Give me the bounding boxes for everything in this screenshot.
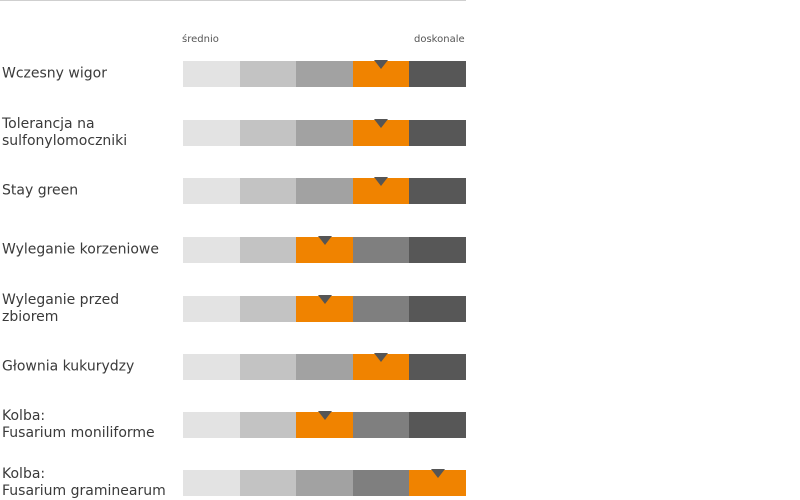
trait-row: Kolba: Fusarium graminearum <box>0 466 466 499</box>
rating-segment <box>296 354 353 380</box>
trait-label: Kolba: Fusarium moniliforme <box>2 408 155 441</box>
rating-segment <box>183 120 240 146</box>
rating-marker-icon <box>374 119 389 128</box>
rating-segment <box>183 237 240 263</box>
rating-segment <box>239 178 297 204</box>
rating-bar <box>183 411 466 438</box>
rating-marker-icon <box>374 177 389 186</box>
rating-segment <box>183 412 240 438</box>
rating-marker-icon <box>317 295 332 304</box>
trait-row: Wyleganie korzeniowe <box>0 236 466 263</box>
rating-segment <box>239 120 297 146</box>
rating-marker-icon <box>374 60 389 69</box>
rating-segment <box>296 61 353 87</box>
rating-marker-icon <box>317 236 332 245</box>
rating-bar <box>183 353 466 380</box>
trait-label: Kolba: Fusarium graminearum <box>2 466 166 499</box>
trait-label: Wczesny wigor <box>2 65 107 82</box>
rating-segment <box>183 354 240 380</box>
rating-bar <box>183 469 466 496</box>
trait-row: Stay green <box>0 177 466 204</box>
rating-bar <box>183 60 466 87</box>
rating-segment <box>352 296 410 322</box>
trait-row: Kolba: Fusarium moniliforme <box>0 408 466 441</box>
rating-segment <box>239 412 297 438</box>
rating-segment <box>409 61 466 87</box>
rating-marker-icon <box>317 411 332 420</box>
trait-row: Wczesny wigor <box>0 60 466 87</box>
trait-row: Wyleganie przed zbiorem <box>0 292 466 325</box>
rating-segment <box>183 61 240 87</box>
rating-segment <box>296 470 353 496</box>
rating-bar <box>183 119 466 146</box>
rating-segment <box>409 354 466 380</box>
trait-label: Wyleganie przed zbiorem <box>2 292 120 325</box>
rating-marker-icon <box>430 469 445 478</box>
trait-label: Tolerancja na sulfonylomoczniki <box>2 116 128 149</box>
trait-label: Stay green <box>2 182 79 199</box>
rating-bar <box>183 177 466 204</box>
rating-segment <box>239 470 297 496</box>
scale-low-label: średnio <box>182 34 219 45</box>
rating-segment <box>352 237 410 263</box>
rating-segment <box>239 296 297 322</box>
rating-segment <box>296 178 353 204</box>
rating-segment <box>409 296 466 322</box>
rating-segment <box>352 470 410 496</box>
rating-segment <box>239 61 297 87</box>
trait-row: Głownia kukurydzy <box>0 353 466 380</box>
rating-segment <box>183 178 240 204</box>
rating-segment <box>183 470 240 496</box>
rating-segment <box>239 354 297 380</box>
rating-segment <box>183 296 240 322</box>
trait-row: Tolerancja na sulfonylomoczniki <box>0 116 466 149</box>
rating-marker-icon <box>374 353 389 362</box>
rating-segment <box>296 120 353 146</box>
rating-segment <box>409 412 466 438</box>
rating-segment <box>409 120 466 146</box>
rating-bar <box>183 295 466 322</box>
rating-segment <box>409 178 466 204</box>
rating-segment <box>352 412 410 438</box>
trait-label: Wyleganie korzeniowe <box>2 241 159 258</box>
scale-high-label: doskonale <box>414 34 465 45</box>
top-divider <box>0 0 466 1</box>
rating-bar <box>183 236 466 263</box>
rating-segment <box>409 237 466 263</box>
rating-segment <box>239 237 297 263</box>
trait-label: Głownia kukurydzy <box>2 358 135 375</box>
